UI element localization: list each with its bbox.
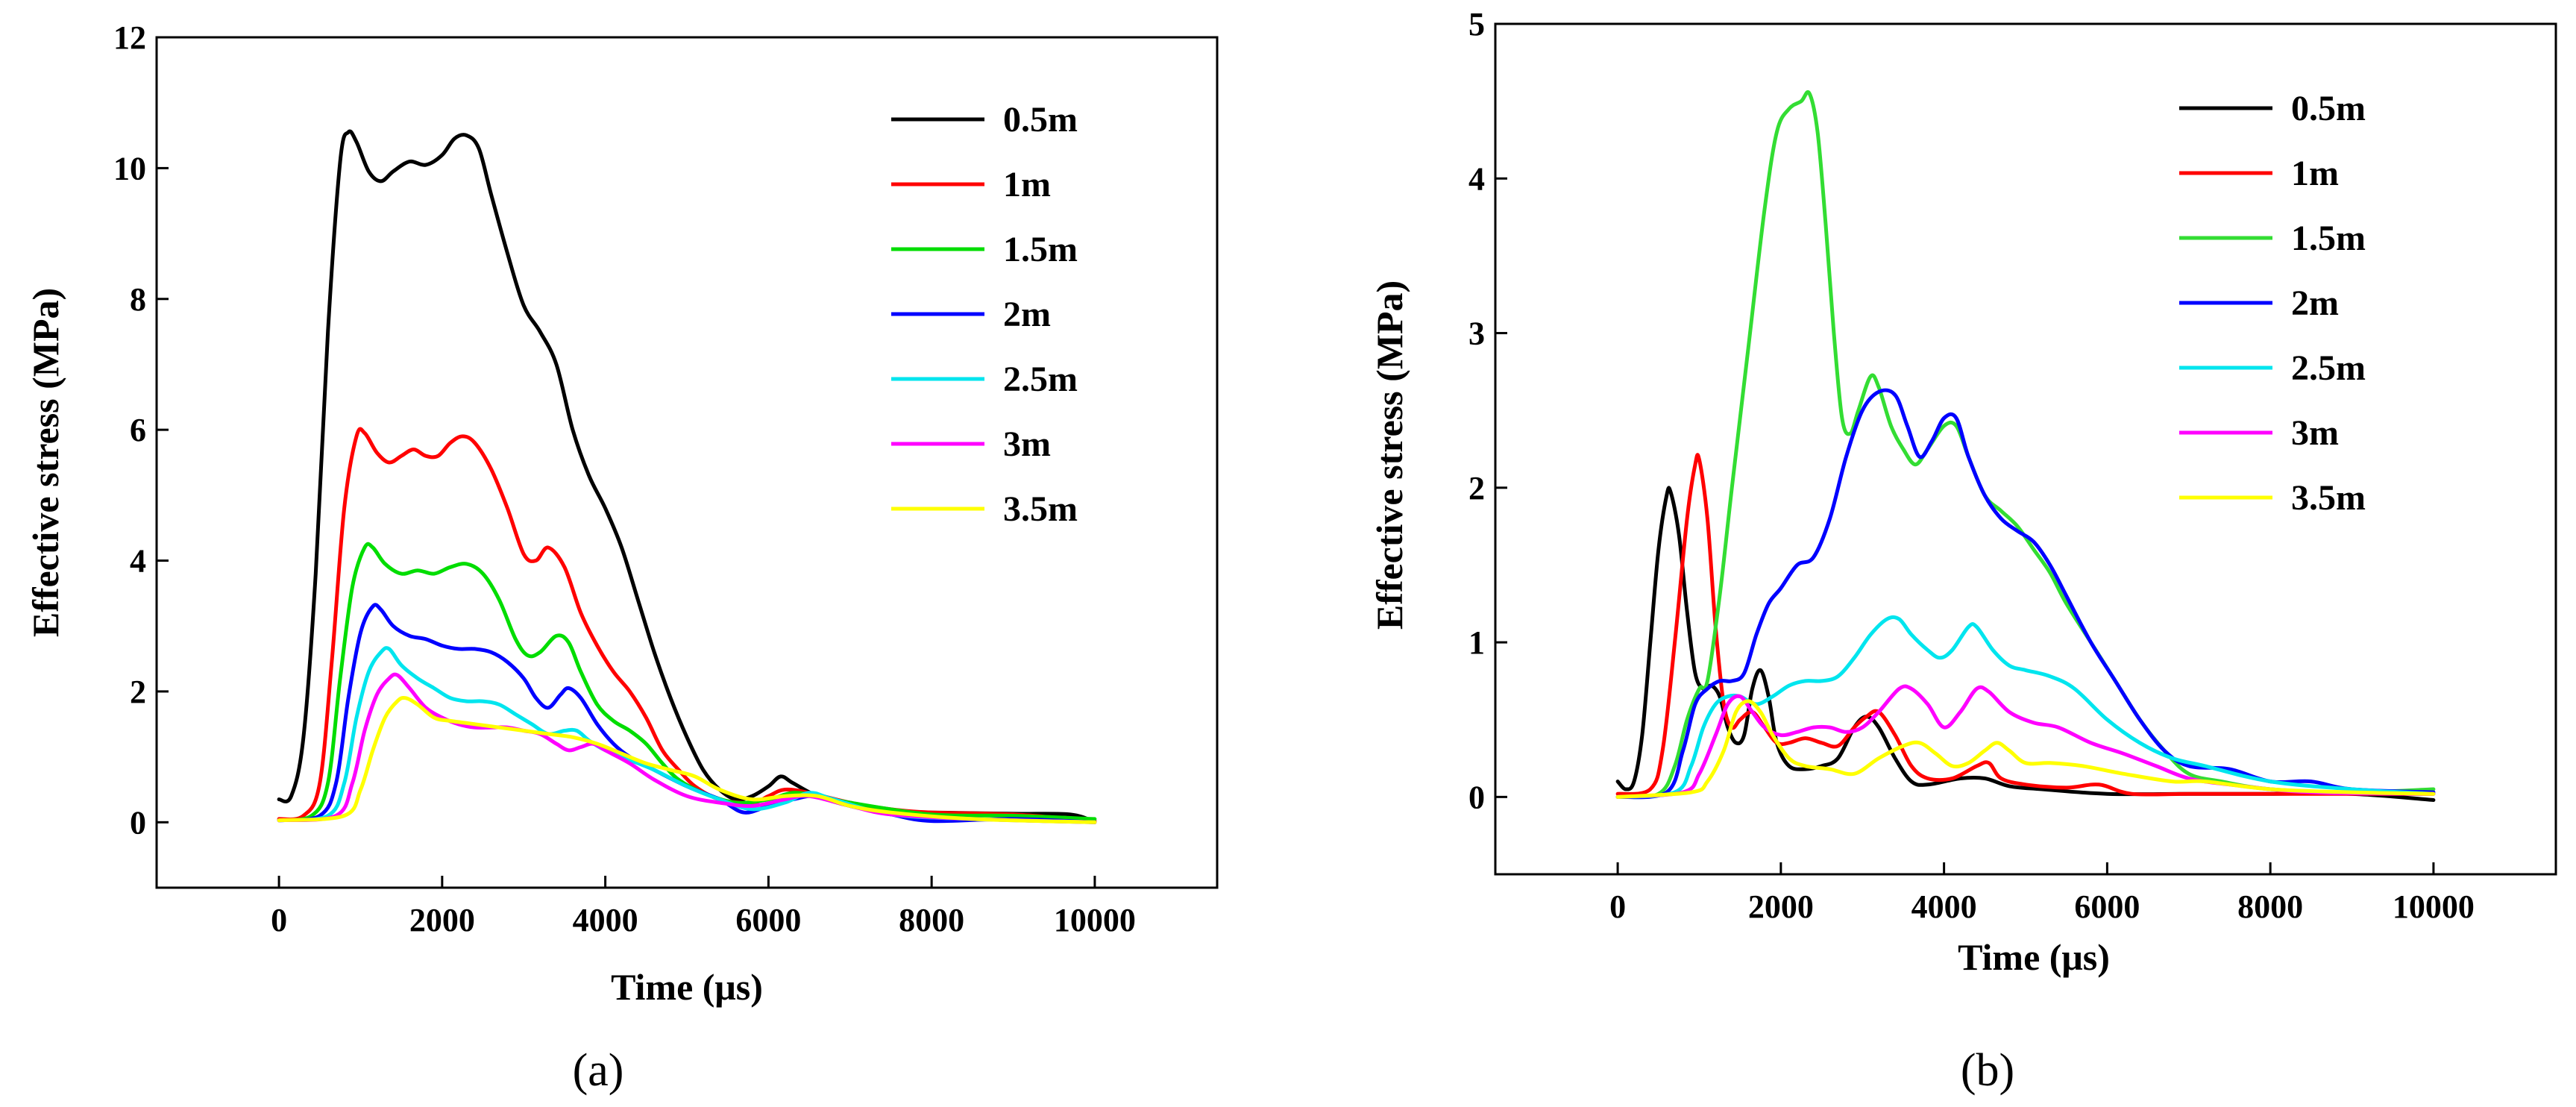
series-line-3_5m-a — [277, 695, 1097, 824]
legend-label-3_5m: 3.5m — [2291, 478, 2366, 518]
x-axis-label-b: Time (μs) — [1958, 936, 2110, 978]
series-layer-b — [1615, 90, 2436, 802]
x-tick-label: 8000 — [899, 902, 964, 938]
x-tick-label: 8000 — [2237, 888, 2303, 925]
legend-label-2_5m: 2.5m — [2291, 348, 2366, 388]
series-line-3_5m-b — [1615, 699, 2436, 799]
legend-label-1m: 1m — [2291, 154, 2339, 193]
series-line-0_5m-b — [1615, 486, 2436, 802]
legend-label-3m: 3m — [2291, 413, 2339, 453]
y-axis-label-b: Effective stress (MPa) — [1369, 280, 1410, 630]
x-tick-label: 10000 — [2393, 888, 2475, 925]
series-line-2m-b — [1615, 388, 2436, 800]
x-tick-label: 2000 — [1748, 888, 1814, 925]
x-tick-label: 10000 — [1054, 902, 1136, 938]
plot-frame-a — [155, 36, 1219, 889]
y-tick-label: 1 — [1468, 624, 1485, 661]
series-line-1_5m-a — [277, 542, 1097, 823]
x-tick-label: 6000 — [2074, 888, 2140, 925]
y-tick-label: 10 — [113, 150, 146, 186]
legend-label-3_5m: 3.5m — [1003, 489, 1078, 529]
legend-label-3m: 3m — [1003, 424, 1051, 464]
x-tick-label: 2000 — [409, 902, 475, 938]
legend-b: 0.5m 1m 1.5m 2m 2.5m 3m 3.5m — [2179, 89, 2366, 518]
panel-label-b: (b) — [1961, 1045, 2014, 1096]
series-layer-a — [277, 129, 1097, 824]
x-tick-label: 4000 — [573, 902, 638, 938]
y-tick-label: 0 — [130, 804, 146, 841]
legend-label-2_5m: 2.5m — [1003, 360, 1078, 399]
x-axis-label-a: Time (μs) — [611, 966, 763, 1008]
legend-label-2m: 2m — [2291, 283, 2339, 323]
plot-area-b: 0 2000 4000 6000 8000 10000 0 1 2 3 4 5 — [1468, 6, 2557, 925]
y-tick-label: 4 — [130, 543, 146, 580]
chart-panel-b: 0 2000 4000 6000 8000 10000 0 1 2 3 4 5 Time (μs) E… — [1369, 6, 2557, 1096]
series-line-1m-b — [1615, 453, 2436, 797]
y-tick-label: 2 — [130, 674, 146, 710]
y-tick-label: 5 — [1468, 6, 1485, 43]
legend-label-2m: 2m — [1003, 295, 1051, 334]
x-tick-label: 0 — [1609, 888, 1626, 925]
legend-label-0_5m: 0.5m — [2291, 89, 2366, 128]
x-tick-label: 6000 — [735, 902, 801, 938]
x-tick-label: 0 — [271, 902, 287, 938]
y-tick-label: 3 — [1468, 316, 1485, 352]
panel-label-a: (a) — [573, 1045, 624, 1096]
y-tick-label: 6 — [130, 412, 146, 448]
legend-label-1_5m: 1.5m — [1003, 230, 1078, 269]
series-line-2m-a — [277, 603, 1097, 824]
x-tick-label: 4000 — [1911, 888, 1977, 925]
plot-frame-b — [1494, 22, 2557, 876]
y-tick-label: 4 — [1468, 160, 1485, 197]
legend-label-0_5m: 0.5m — [1003, 100, 1078, 139]
y-tick-label: 12 — [113, 19, 146, 56]
legend-label-1m: 1m — [1003, 165, 1051, 204]
series-line-0_5m-a — [277, 129, 1097, 824]
plot-area-a: 0 2000 4000 6000 8000 10000 0 2 4 6 8 10 12 — [113, 19, 1219, 938]
legend-label-1_5m: 1.5m — [2291, 219, 2366, 258]
y-tick-label: 2 — [1468, 470, 1485, 507]
ticks-layer-a: 0 2000 4000 6000 8000 10000 0 2 4 6 8 10 12 — [113, 19, 1136, 938]
series-line-1m-a — [277, 427, 1097, 824]
legend-a: 0.5m 1m 1.5m 2m 2.5m 3m 3.5m — [891, 100, 1078, 529]
series-line-3m-b — [1615, 684, 2436, 799]
chart-panel-a: 0 2000 4000 6000 8000 10000 0 2 4 6 8 10 12 Time (μs… — [25, 19, 1219, 1096]
y-tick-label: 8 — [130, 281, 146, 318]
ticks-layer-b: 0 2000 4000 6000 8000 10000 0 1 2 3 4 5 — [1468, 6, 2475, 925]
y-axis-label-a: Effective stress (MPa) — [25, 288, 66, 637]
y-tick-label: 0 — [1468, 779, 1485, 815]
